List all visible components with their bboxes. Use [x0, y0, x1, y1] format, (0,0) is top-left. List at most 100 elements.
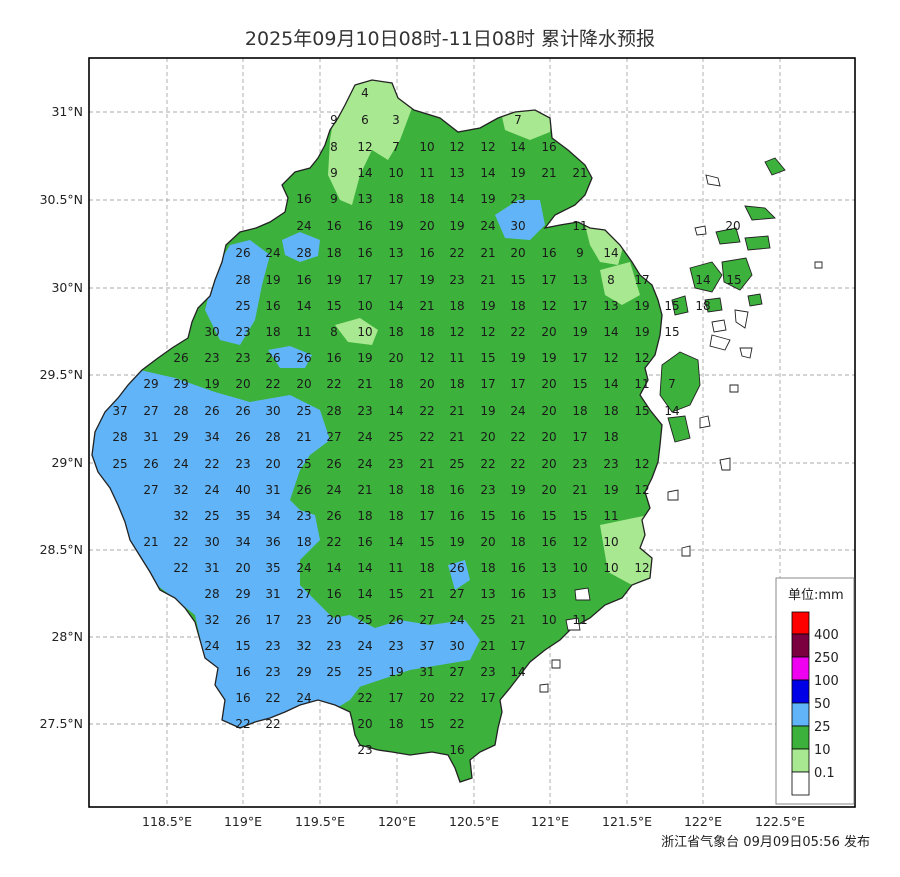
- station-value: 22: [265, 717, 280, 731]
- station-value: 8: [330, 325, 338, 339]
- station-value: 29: [143, 377, 158, 391]
- station-value: 30: [449, 639, 464, 653]
- lat-tick-label: 30.5°N: [40, 192, 83, 207]
- station-value: 22: [449, 717, 464, 731]
- lat-tick-label: 30°N: [51, 280, 83, 295]
- station-value: 11: [419, 166, 434, 180]
- station-value: 23: [603, 457, 618, 471]
- station-value: 15: [634, 404, 649, 418]
- station-value: 18: [449, 299, 464, 313]
- legend-swatch-ge400: [791, 611, 810, 635]
- station-value: 18: [388, 192, 403, 206]
- station-value: 28: [173, 404, 188, 418]
- map-frame: [88, 57, 856, 808]
- station-value: 15: [480, 509, 495, 523]
- station-value: 19: [510, 483, 525, 497]
- station-value: 8: [330, 140, 338, 154]
- station-value: 21: [296, 430, 311, 444]
- station-value: 26: [143, 457, 158, 471]
- station-value: 18: [449, 377, 464, 391]
- station-value: 16: [296, 273, 311, 287]
- rain-band-25-50-west: [205, 240, 270, 345]
- station-value: 10: [388, 166, 403, 180]
- station-value: 19: [326, 273, 341, 287]
- station-value: 37: [112, 404, 127, 418]
- station-value: 20: [419, 219, 434, 233]
- station-value: 21: [419, 299, 434, 313]
- station-value: 22: [235, 717, 250, 731]
- station-value: 26: [326, 457, 341, 471]
- station-value: 22: [510, 457, 525, 471]
- legend-level-label: 50: [814, 697, 831, 712]
- station-value: 11: [572, 613, 587, 627]
- legend-swatch-250-400: [791, 633, 810, 658]
- station-value: 29: [173, 377, 188, 391]
- station-value: 21: [572, 483, 587, 497]
- station-value: 31: [419, 665, 434, 679]
- station-value: 23: [449, 273, 464, 287]
- station-value: 20: [388, 351, 403, 365]
- station-value: 23: [480, 665, 495, 679]
- station-value: 15: [419, 717, 434, 731]
- station-value: 20: [541, 325, 556, 339]
- station-value: 25: [326, 665, 341, 679]
- station-value: 13: [480, 587, 495, 601]
- station-value: 31: [265, 483, 280, 497]
- station-value: 36: [265, 535, 280, 549]
- station-value: 27: [449, 587, 464, 601]
- lat-tick-label: 31°N: [51, 104, 83, 119]
- station-value: 22: [265, 377, 280, 391]
- station-value: 17: [510, 377, 525, 391]
- station-value: 14: [388, 535, 403, 549]
- station-value: 19: [388, 665, 403, 679]
- station-value: 24: [357, 430, 372, 444]
- station-value: 17: [572, 430, 587, 444]
- rain-band-25-50-hangzhou-bay: [495, 200, 545, 240]
- station-value: 24: [173, 457, 188, 471]
- station-value: 18: [419, 192, 434, 206]
- station-value: 17: [388, 691, 403, 705]
- station-value: 23: [235, 351, 250, 365]
- station-value: 23: [296, 613, 311, 627]
- station-value: 25: [235, 299, 250, 313]
- station-value: 23: [204, 351, 219, 365]
- station-value: 29: [173, 430, 188, 444]
- legend-swatch-lt0.1: [791, 771, 810, 796]
- station-value: 23: [388, 457, 403, 471]
- lon-tick-label: 121°E: [531, 814, 569, 829]
- station-value: 20: [541, 430, 556, 444]
- station-value: 25: [296, 404, 311, 418]
- station-value: 18: [357, 509, 372, 523]
- station-value: 18: [419, 483, 434, 497]
- station-value: 16: [235, 665, 250, 679]
- station-value: 13: [388, 246, 403, 260]
- station-value: 17: [480, 691, 495, 705]
- station-value: 22: [173, 535, 188, 549]
- station-value: 12: [449, 325, 464, 339]
- station-value: 15: [510, 273, 525, 287]
- station-value: 10: [419, 140, 434, 154]
- station-value: 19: [480, 299, 495, 313]
- rain-band-0.1-10-ningbo: [600, 262, 640, 305]
- station-value: 27: [326, 430, 341, 444]
- station-value: 18: [388, 717, 403, 731]
- station-value: 16: [326, 351, 341, 365]
- legend-swatch-25-50: [791, 702, 810, 727]
- lon-tick-label: 122°E: [684, 814, 722, 829]
- station-value: 27: [143, 404, 158, 418]
- station-value: 20: [480, 430, 495, 444]
- station-value: 34: [204, 430, 219, 444]
- station-value: 12: [634, 351, 649, 365]
- station-value: 27: [296, 587, 311, 601]
- lat-tick-label: 27.5°N: [40, 716, 83, 731]
- station-value: 27: [143, 483, 158, 497]
- station-value: 25: [480, 613, 495, 627]
- station-value: 18: [510, 535, 525, 549]
- lon-tick-label: 119.5°E: [295, 814, 345, 829]
- map-title: 2025年09月10日08时-11日08时 累计降水预报: [244, 28, 656, 50]
- station-value: 18: [296, 535, 311, 549]
- station-value: 24: [296, 219, 311, 233]
- station-value: 20: [296, 377, 311, 391]
- station-value: 20: [725, 219, 740, 233]
